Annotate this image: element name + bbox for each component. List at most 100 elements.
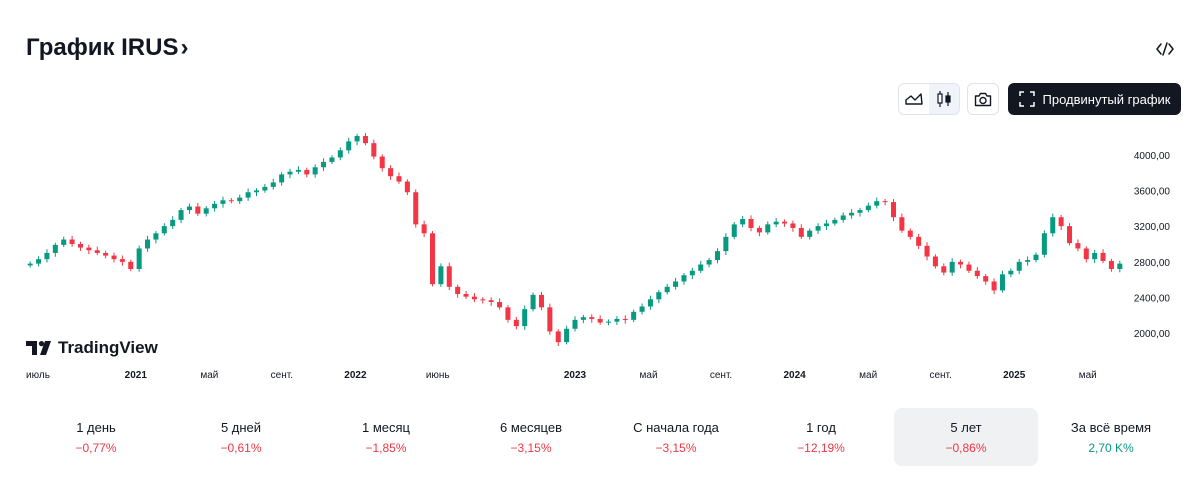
candle-body — [731, 224, 737, 237]
candle-body — [354, 136, 360, 142]
candle-body — [874, 201, 880, 206]
candle-body — [379, 156, 385, 169]
candle-body — [153, 233, 159, 240]
period-ytd[interactable]: С начала года −3,15% — [604, 408, 748, 466]
candle-body — [689, 270, 695, 276]
candle-body — [807, 230, 813, 237]
candle-body — [840, 215, 846, 220]
candle-body — [220, 200, 226, 204]
candle-body — [916, 236, 922, 246]
candle-body — [245, 192, 251, 198]
candle-body — [865, 205, 871, 211]
candle-body — [1083, 248, 1089, 260]
candle-body — [857, 210, 863, 213]
period-1m[interactable]: 1 месяц −1,85% — [314, 408, 458, 466]
candle-body — [932, 256, 938, 267]
advanced-chart-label: Продвинутый график — [1042, 91, 1171, 107]
candle-body — [312, 167, 318, 175]
candle-body — [513, 319, 519, 327]
candle-body — [782, 221, 788, 224]
code-icon[interactable] — [1152, 36, 1178, 62]
candle-body — [203, 208, 209, 214]
candle-body — [555, 331, 561, 343]
candle-body — [1016, 261, 1022, 271]
candle-body — [497, 302, 503, 308]
candles-icon[interactable] — [929, 84, 959, 114]
x-axis-tick-label: май — [640, 370, 658, 381]
candle-body — [1092, 252, 1098, 260]
candle-body — [823, 223, 829, 227]
y-axis-tick-label: 4000,00 — [1134, 151, 1171, 162]
period-label: 1 год — [806, 419, 836, 435]
x-axis-tick-label: 2023 — [564, 370, 587, 381]
candle-body — [790, 223, 796, 228]
candle-body — [580, 317, 586, 320]
tradingview-logo[interactable]: TradingView — [26, 338, 158, 358]
candle-body — [429, 233, 436, 285]
period-label: 6 месяцев — [500, 419, 562, 435]
candle-body — [714, 251, 721, 261]
candle-body — [597, 318, 603, 323]
candle-body — [270, 182, 276, 187]
candle-body — [304, 169, 310, 175]
candle-body — [890, 202, 897, 218]
candle-body — [941, 266, 947, 273]
tradingview-logo-icon — [26, 341, 51, 355]
candle-body — [958, 261, 964, 265]
candle-body — [161, 226, 167, 234]
candle-body — [446, 266, 452, 287]
period-5y[interactable]: 5 лет −0,86% — [894, 408, 1038, 466]
candle-body — [664, 286, 670, 293]
candle-body — [77, 244, 83, 248]
candle-body — [36, 259, 42, 264]
x-axis-tick-label: май — [200, 370, 218, 381]
period-label: 5 лет — [950, 419, 982, 435]
price-chart[interactable]: 4000,00 3600,00 3200,00 2800,00 2400,00 2000,… — [0, 120, 1200, 390]
camera-icon[interactable] — [967, 83, 999, 115]
candle-body — [279, 174, 285, 183]
candle-body — [983, 276, 989, 282]
candle-body — [1100, 252, 1106, 261]
candle-body — [94, 250, 100, 253]
period-1d[interactable]: 1 день −0,77% — [24, 408, 168, 466]
candle-body — [212, 203, 218, 209]
candle-body — [849, 212, 855, 216]
period-6m[interactable]: 6 месяцев −3,15% — [459, 408, 603, 466]
y-axis-tick-label: 2800,00 — [1134, 258, 1171, 269]
candle-body — [681, 275, 687, 282]
candle-body — [907, 230, 913, 237]
period-change: −3,15% — [655, 440, 697, 455]
title-text: График IRUS — [26, 34, 179, 61]
period-change: −12,19% — [797, 440, 845, 455]
candle-body — [966, 264, 972, 271]
y-axis-tick-label: 3200,00 — [1134, 222, 1171, 233]
candle-body — [798, 227, 804, 237]
period-all[interactable]: За всё время 2,70 K% — [1039, 408, 1183, 466]
advanced-chart-button[interactable]: Продвинутый график — [1008, 83, 1181, 115]
period-label: 5 дней — [220, 419, 262, 435]
period-change: −1,85% — [365, 440, 407, 455]
x-axis-tick-label: 2021 — [125, 370, 148, 381]
page-title[interactable]: График IRUS › — [26, 34, 188, 62]
candle-body — [413, 192, 419, 225]
candle-body — [44, 252, 50, 260]
candle-body — [471, 296, 477, 300]
candle-body — [228, 200, 234, 202]
candle-body — [69, 239, 75, 244]
candle-body — [421, 224, 427, 234]
candle-body — [614, 318, 620, 322]
candle-body — [606, 321, 612, 323]
period-label: 1 месяц — [362, 419, 410, 435]
x-axis-tick-label: май — [859, 370, 877, 381]
candle-body — [723, 236, 729, 252]
candle-body — [61, 239, 67, 245]
candle-body — [631, 311, 637, 320]
candle-body — [253, 190, 260, 193]
area-chart-icon[interactable] — [899, 84, 929, 114]
candle-body — [103, 252, 109, 256]
period-5d[interactable]: 5 дней −0,61% — [169, 408, 313, 466]
period-1y[interactable]: 1 год −12,19% — [749, 408, 893, 466]
candle-body — [924, 245, 930, 257]
period-change: −0,86% — [945, 440, 987, 455]
candle-body — [564, 328, 570, 343]
